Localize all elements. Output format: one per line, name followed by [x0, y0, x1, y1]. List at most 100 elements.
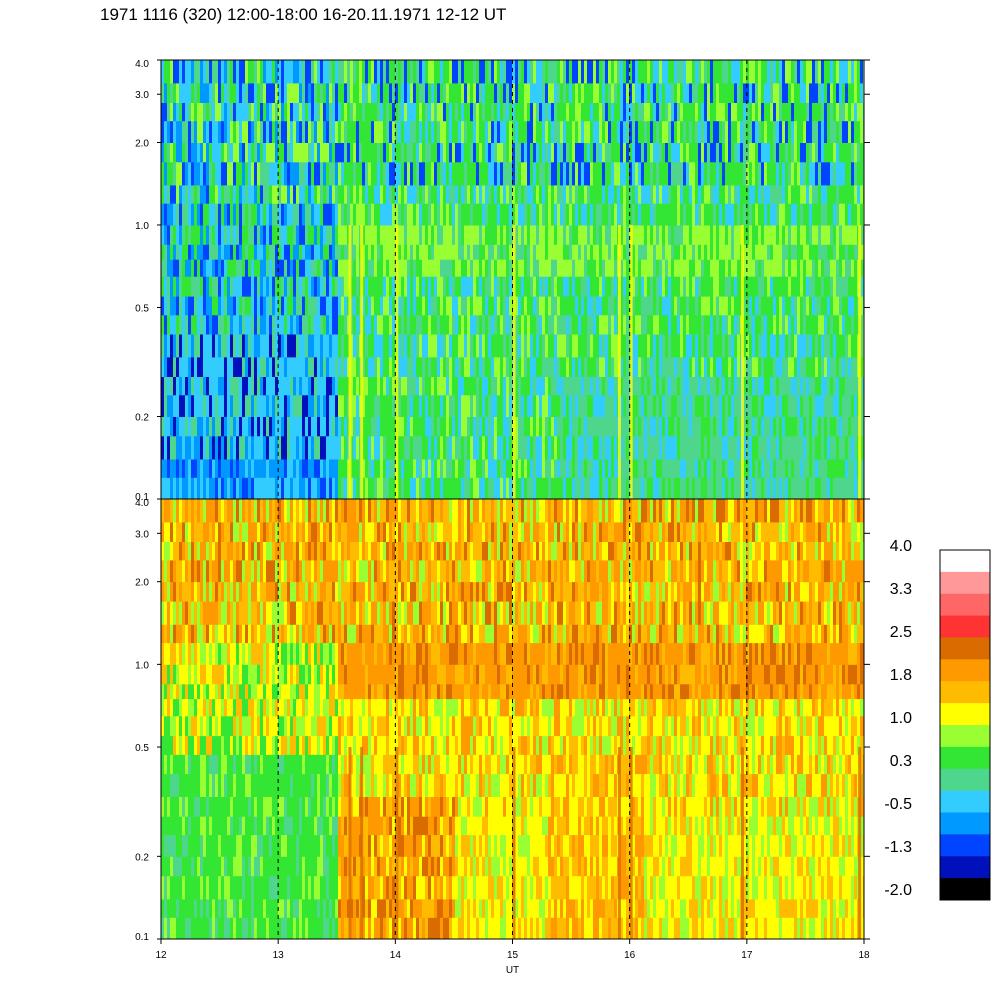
heatmap-cell	[650, 459, 654, 478]
heatmap-cell	[599, 259, 603, 277]
heatmap-cell	[218, 161, 222, 186]
heatmap-cell	[623, 356, 627, 377]
heatmap-cell	[596, 120, 600, 143]
heatmap-cell	[263, 296, 267, 316]
heatmap-cell	[602, 184, 606, 204]
heatmap-cell	[839, 120, 843, 143]
heatmap-cell	[632, 60, 636, 84]
heatmap-cell	[164, 82, 168, 103]
heatmap-cell	[659, 244, 663, 260]
heatmap-cell	[335, 82, 339, 103]
heatmap-cell	[455, 356, 459, 377]
heatmap-cell	[656, 435, 660, 460]
heatmap-cell	[374, 82, 378, 103]
heatmap-cell	[482, 225, 486, 245]
heatmap-cell	[209, 334, 213, 358]
heatmap-cell	[458, 459, 462, 478]
heatmap-cell	[320, 314, 324, 335]
heatmap-cell	[497, 60, 501, 84]
heatmap-cell	[194, 356, 198, 377]
heatmap-cell	[773, 203, 777, 226]
heatmap-cell	[335, 276, 339, 297]
heatmap-cell	[458, 394, 462, 417]
heatmap-cell	[710, 82, 714, 103]
heatmap-cell	[386, 376, 390, 396]
heatmap-cell	[734, 60, 738, 84]
heatmap-cell	[266, 376, 270, 396]
heatmap-cell	[530, 435, 534, 460]
heatmap-cell	[239, 259, 243, 277]
heatmap-cell	[551, 356, 555, 377]
heatmap-cell	[329, 477, 333, 499]
heatmap-cell	[605, 416, 609, 437]
heatmap-cell	[719, 459, 723, 478]
heatmap-cell	[209, 225, 213, 245]
heatmap-cell	[272, 276, 276, 297]
heatmap-cell	[389, 161, 393, 186]
heatmap-cell	[608, 142, 612, 163]
heatmap-cell	[164, 102, 168, 122]
heatmap-cell	[311, 82, 315, 103]
heatmap-cell	[695, 276, 699, 297]
heatmap-cell	[800, 356, 804, 377]
heatmap-cell	[212, 435, 216, 460]
heatmap-cell	[278, 184, 282, 204]
heatmap-cell	[503, 394, 507, 417]
heatmap-cell	[329, 161, 333, 186]
heatmap-cell	[563, 477, 567, 499]
heatmap-cell	[560, 296, 564, 316]
heatmap-cell	[488, 394, 492, 417]
heatmap-cell	[812, 60, 816, 84]
heatmap-cell	[587, 416, 591, 437]
heatmap-cell	[542, 334, 546, 358]
heatmap-cell	[167, 142, 171, 163]
heatmap-cell	[536, 435, 540, 460]
heatmap-cell	[248, 225, 252, 245]
heatmap-cell	[635, 296, 639, 316]
heatmap-cell	[644, 477, 648, 499]
heatmap-cell	[287, 244, 291, 260]
heatmap-cell	[551, 477, 555, 499]
heatmap-cell	[362, 477, 366, 499]
heatmap-cell	[803, 314, 807, 335]
heatmap-cell	[764, 296, 768, 316]
heatmap-cell	[785, 225, 789, 245]
heatmap-cell	[308, 356, 312, 377]
heatmap-cell	[563, 203, 567, 226]
heatmap-cell	[824, 356, 828, 377]
heatmap-cell	[506, 102, 510, 122]
heatmap-cell	[809, 60, 813, 84]
heatmap-cell	[491, 259, 495, 277]
heatmap-cell	[662, 161, 666, 186]
heatmap-cell	[548, 184, 552, 204]
heatmap-cell	[278, 203, 282, 226]
heatmap-cell	[791, 435, 795, 460]
heatmap-cell	[203, 394, 207, 417]
heatmap-cell	[497, 416, 501, 437]
heatmap-cell	[200, 394, 204, 417]
heatmap-cell	[773, 276, 777, 297]
heatmap-cell	[806, 203, 810, 226]
heatmap-cell	[293, 477, 297, 499]
heatmap-cell	[722, 102, 726, 122]
heatmap-cell	[371, 276, 375, 297]
heatmap-cell	[182, 60, 186, 84]
heatmap-cell	[389, 459, 393, 478]
heatmap-cell	[827, 120, 831, 143]
heatmap-cell	[350, 477, 354, 499]
heatmap-cell	[812, 435, 816, 460]
heatmap-cell	[761, 477, 765, 499]
heatmap-cell	[239, 244, 243, 260]
heatmap-cell	[356, 477, 360, 499]
heatmap-cell	[326, 60, 330, 84]
heatmap-cell	[224, 60, 228, 84]
heatmap-cell	[167, 244, 171, 260]
heatmap-cell	[620, 120, 624, 143]
heatmap-cell	[164, 356, 168, 377]
heatmap-cell	[212, 203, 216, 226]
heatmap-cell	[737, 459, 741, 478]
heatmap-cell	[773, 416, 777, 437]
heatmap-cell	[212, 334, 216, 358]
heatmap-cell	[407, 244, 411, 260]
heatmap-cell	[794, 184, 798, 204]
